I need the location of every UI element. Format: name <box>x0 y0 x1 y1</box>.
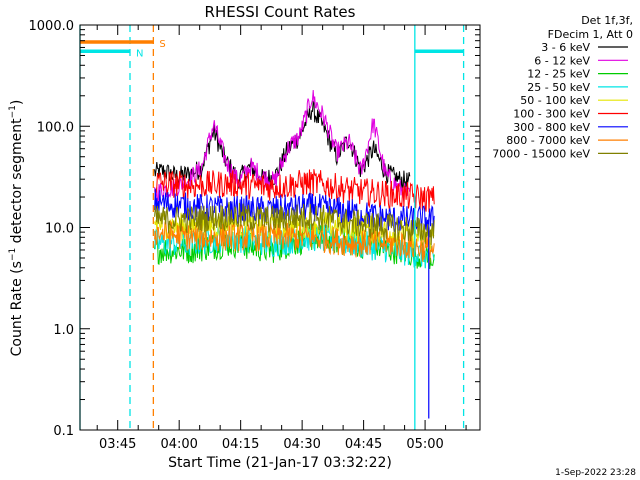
y-label-middle: detector segment <box>9 118 25 248</box>
legend-header-2: FDecim 1, Att 0 <box>548 28 633 41</box>
x-tick-label-4: 04:30 <box>283 437 320 452</box>
legend-label-3: 12 - 25 keV <box>527 68 590 81</box>
legend-label-6: 100 - 300 keV <box>513 108 590 121</box>
y-label-end: ) <box>9 100 25 105</box>
series-line-2 <box>154 89 411 202</box>
footer-date: 1-Sep-2022 23:28 <box>555 468 636 478</box>
plot-area: NS <box>79 25 465 430</box>
legend-label-4: 25 - 50 keV <box>527 81 590 94</box>
marker-label-2: S <box>159 39 165 50</box>
legend-label-9: 7000 - 15000 keV <box>492 147 590 160</box>
x-axis: 03:45 04:00 04:15 04:30 04:45 05:00 <box>96 25 467 452</box>
y-tick-label-3: 10.0 <box>45 222 74 237</box>
legend-label-1: 3 - 6 keV <box>541 41 590 54</box>
y-axis: 0.1 1.0 10.0 100.0 1000.0 <box>29 19 480 439</box>
y-tick-label-1: 0.1 <box>53 424 74 439</box>
y-tick-label-2: 1.0 <box>53 323 74 338</box>
x-tick-label-6: 05:00 <box>406 437 443 452</box>
y-label-exponent-2: −1 <box>8 105 18 118</box>
x-axis-label: Start Time (21-Jan-17 03:32:22) <box>168 455 392 471</box>
legend-label-2: 6 - 12 keV <box>534 54 590 67</box>
legend-header-1: Det 1f,3f, <box>581 14 633 27</box>
legend-label-5: 50 - 100 keV <box>520 94 590 107</box>
x-tick-label-2: 04:00 <box>160 437 197 452</box>
y-tick-label-5: 1000.0 <box>29 19 75 34</box>
x-tick-label-1: 03:45 <box>99 437 136 452</box>
marker-label-1: N <box>136 48 143 59</box>
series-line-9 <box>154 201 435 246</box>
y-axis-label: Count Rate (s−1 detector segment−1) <box>8 100 25 357</box>
x-tick-label-5: 04:45 <box>345 437 382 452</box>
series-line-1 <box>154 100 411 191</box>
y-tick-label-4: 100.0 <box>37 120 74 135</box>
chart-title: RHESSI Count Rates <box>205 3 356 21</box>
legend-label-7: 300 - 800 keV <box>513 121 590 134</box>
y-label-base: Count Rate (s <box>9 261 25 356</box>
legend-label-8: 800 - 7000 keV <box>506 134 590 147</box>
x-tick-label-3: 04:15 <box>222 437 259 452</box>
series-line-6 <box>154 169 435 213</box>
y-label-exponent-1: −1 <box>8 248 18 261</box>
